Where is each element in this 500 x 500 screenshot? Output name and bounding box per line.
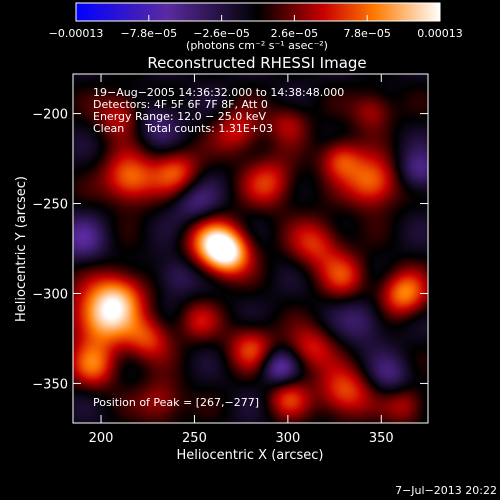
x-tick-label: 250	[182, 431, 207, 446]
colorbar-ticks: −0.00013 −7.8e−05 −2.6e−05 2.6e−05 7.8e−05 0.…	[49, 15, 463, 40]
footer-date: 7−Jul−2013 20:22	[395, 484, 497, 497]
y-tick-label: −200	[32, 108, 68, 123]
colorbar-tick-label: 7.8e−05	[343, 27, 390, 40]
colorbar	[75, 2, 441, 22]
x-tick-label: 300	[275, 431, 300, 446]
y-tick-label: −250	[32, 198, 68, 213]
annotation-detectors: Detectors: 4F 5F 6F 7F 8F, Att 0	[93, 98, 268, 111]
annotation-energy: Energy Range: 12.0 − 25.0 keV	[93, 110, 267, 123]
chart-title: Reconstructed RHESSI Image	[147, 54, 366, 72]
peak-position-label: Position of Peak = [267,−277]	[93, 396, 259, 409]
heatmap-image	[73, 74, 428, 423]
colorbar-tick-label: −0.00013	[49, 27, 104, 40]
x-tick-label: 350	[369, 431, 394, 446]
y-axis-label: Heliocentric Y (arcsec)	[14, 176, 29, 322]
x-tick-label: 200	[89, 431, 114, 446]
axis-ticks: 200 250 300 350 −200 −250 −300 −350	[32, 74, 428, 446]
colorbar-tick-label: −2.6e−05	[193, 27, 250, 40]
colorbar-tick-label: −7.8e−05	[120, 27, 177, 40]
x-axis-label: Heliocentric X (arcsec)	[177, 448, 324, 463]
annotation-clean: Clean Total counts: 1.31E+03	[93, 122, 273, 135]
plot-frame	[72, 73, 429, 424]
y-tick-label: −300	[32, 287, 68, 302]
y-tick-label: −350	[32, 377, 68, 392]
colorbar-units-label: (photons cm⁻² s⁻¹ asec⁻²)	[186, 39, 328, 52]
annotation-time: 19−Aug−2005 14:36:32.000 to 14:38:48.000	[93, 86, 344, 99]
colorbar-tick-label: 2.6e−05	[271, 27, 318, 40]
colorbar-tick-label: 0.00013	[417, 27, 463, 40]
